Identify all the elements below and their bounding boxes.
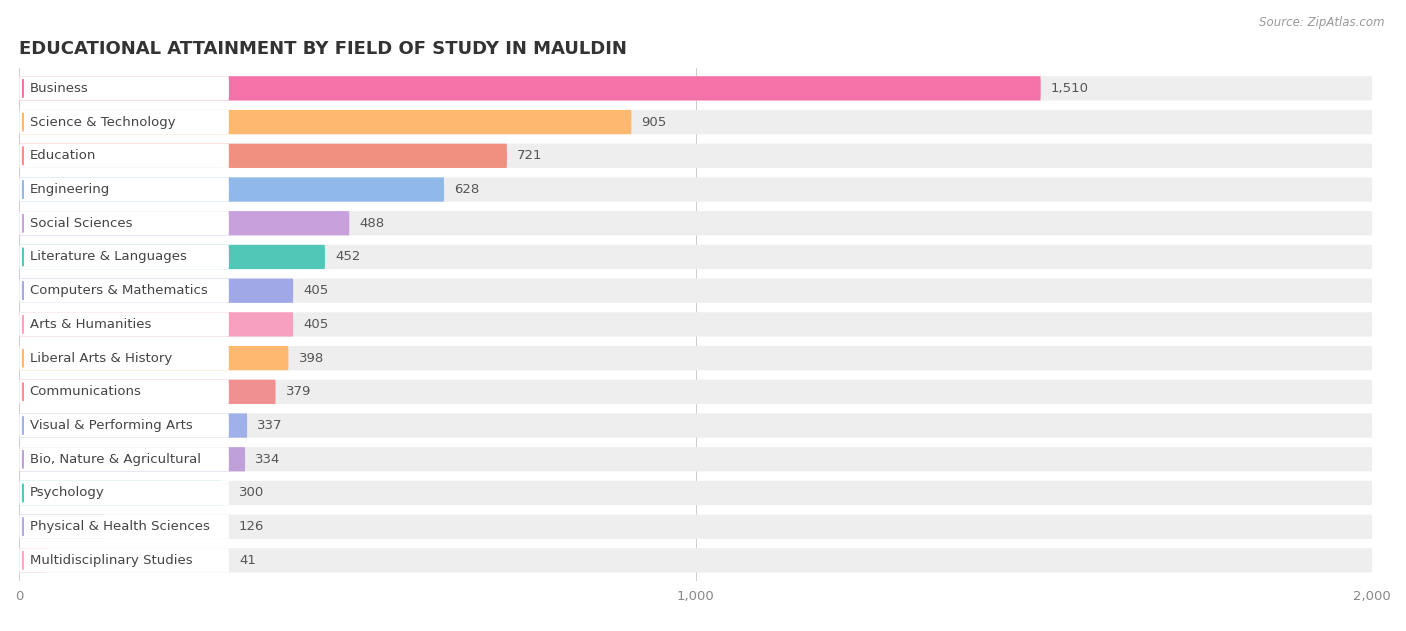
FancyBboxPatch shape bbox=[20, 514, 1372, 539]
Text: Literature & Languages: Literature & Languages bbox=[30, 251, 187, 264]
FancyBboxPatch shape bbox=[20, 177, 229, 202]
FancyBboxPatch shape bbox=[20, 211, 1372, 235]
FancyBboxPatch shape bbox=[20, 346, 229, 370]
FancyBboxPatch shape bbox=[20, 211, 229, 235]
FancyBboxPatch shape bbox=[20, 245, 1372, 269]
FancyBboxPatch shape bbox=[20, 447, 229, 471]
Text: 488: 488 bbox=[360, 216, 385, 230]
FancyBboxPatch shape bbox=[20, 278, 294, 303]
FancyBboxPatch shape bbox=[20, 447, 1372, 471]
FancyBboxPatch shape bbox=[20, 413, 247, 438]
Text: 41: 41 bbox=[239, 554, 256, 567]
Text: Source: ZipAtlas.com: Source: ZipAtlas.com bbox=[1260, 16, 1385, 29]
FancyBboxPatch shape bbox=[20, 514, 229, 539]
Text: Science & Technology: Science & Technology bbox=[30, 115, 176, 129]
FancyBboxPatch shape bbox=[20, 346, 1372, 370]
Text: Liberal Arts & History: Liberal Arts & History bbox=[30, 351, 172, 365]
Text: Social Sciences: Social Sciences bbox=[30, 216, 132, 230]
FancyBboxPatch shape bbox=[20, 481, 1372, 505]
FancyBboxPatch shape bbox=[20, 346, 288, 370]
Text: 379: 379 bbox=[285, 386, 311, 398]
Text: Engineering: Engineering bbox=[30, 183, 110, 196]
FancyBboxPatch shape bbox=[20, 312, 1372, 336]
FancyBboxPatch shape bbox=[20, 413, 229, 438]
FancyBboxPatch shape bbox=[20, 481, 222, 505]
FancyBboxPatch shape bbox=[20, 110, 631, 134]
Text: Communications: Communications bbox=[30, 386, 142, 398]
Text: 300: 300 bbox=[239, 487, 264, 500]
FancyBboxPatch shape bbox=[20, 447, 245, 471]
Text: Visual & Performing Arts: Visual & Performing Arts bbox=[30, 419, 193, 432]
FancyBboxPatch shape bbox=[20, 76, 1040, 100]
FancyBboxPatch shape bbox=[20, 481, 229, 505]
FancyBboxPatch shape bbox=[20, 278, 1372, 303]
Text: Multidisciplinary Studies: Multidisciplinary Studies bbox=[30, 554, 193, 567]
FancyBboxPatch shape bbox=[20, 76, 229, 100]
Text: 452: 452 bbox=[335, 251, 360, 264]
Text: 405: 405 bbox=[304, 284, 329, 297]
FancyBboxPatch shape bbox=[20, 548, 46, 572]
Text: Education: Education bbox=[30, 150, 96, 162]
FancyBboxPatch shape bbox=[20, 144, 1372, 168]
Text: 721: 721 bbox=[517, 150, 543, 162]
FancyBboxPatch shape bbox=[20, 312, 294, 336]
FancyBboxPatch shape bbox=[20, 380, 1372, 404]
Text: 628: 628 bbox=[454, 183, 479, 196]
Text: 337: 337 bbox=[257, 419, 283, 432]
FancyBboxPatch shape bbox=[20, 245, 325, 269]
FancyBboxPatch shape bbox=[20, 110, 1372, 134]
FancyBboxPatch shape bbox=[20, 76, 1372, 100]
FancyBboxPatch shape bbox=[20, 278, 229, 303]
FancyBboxPatch shape bbox=[20, 548, 1372, 572]
Text: 334: 334 bbox=[256, 453, 281, 466]
FancyBboxPatch shape bbox=[20, 177, 444, 202]
Text: Psychology: Psychology bbox=[30, 487, 104, 500]
Text: Physical & Health Sciences: Physical & Health Sciences bbox=[30, 520, 209, 533]
Text: Bio, Nature & Agricultural: Bio, Nature & Agricultural bbox=[30, 453, 201, 466]
Text: Computers & Mathematics: Computers & Mathematics bbox=[30, 284, 208, 297]
FancyBboxPatch shape bbox=[20, 110, 229, 134]
Text: EDUCATIONAL ATTAINMENT BY FIELD OF STUDY IN MAULDIN: EDUCATIONAL ATTAINMENT BY FIELD OF STUDY… bbox=[20, 40, 627, 58]
Text: 1,510: 1,510 bbox=[1050, 82, 1088, 95]
Text: Arts & Humanities: Arts & Humanities bbox=[30, 318, 150, 331]
Text: 398: 398 bbox=[298, 351, 323, 365]
Text: 405: 405 bbox=[304, 318, 329, 331]
FancyBboxPatch shape bbox=[20, 211, 349, 235]
FancyBboxPatch shape bbox=[20, 413, 1372, 438]
Text: Business: Business bbox=[30, 82, 89, 95]
FancyBboxPatch shape bbox=[20, 312, 229, 336]
FancyBboxPatch shape bbox=[20, 380, 229, 404]
FancyBboxPatch shape bbox=[20, 380, 276, 404]
FancyBboxPatch shape bbox=[20, 177, 1372, 202]
FancyBboxPatch shape bbox=[20, 144, 229, 168]
Text: 126: 126 bbox=[239, 520, 264, 533]
FancyBboxPatch shape bbox=[20, 514, 104, 539]
FancyBboxPatch shape bbox=[20, 245, 229, 269]
FancyBboxPatch shape bbox=[20, 548, 229, 572]
Text: 905: 905 bbox=[641, 115, 666, 129]
FancyBboxPatch shape bbox=[20, 144, 508, 168]
